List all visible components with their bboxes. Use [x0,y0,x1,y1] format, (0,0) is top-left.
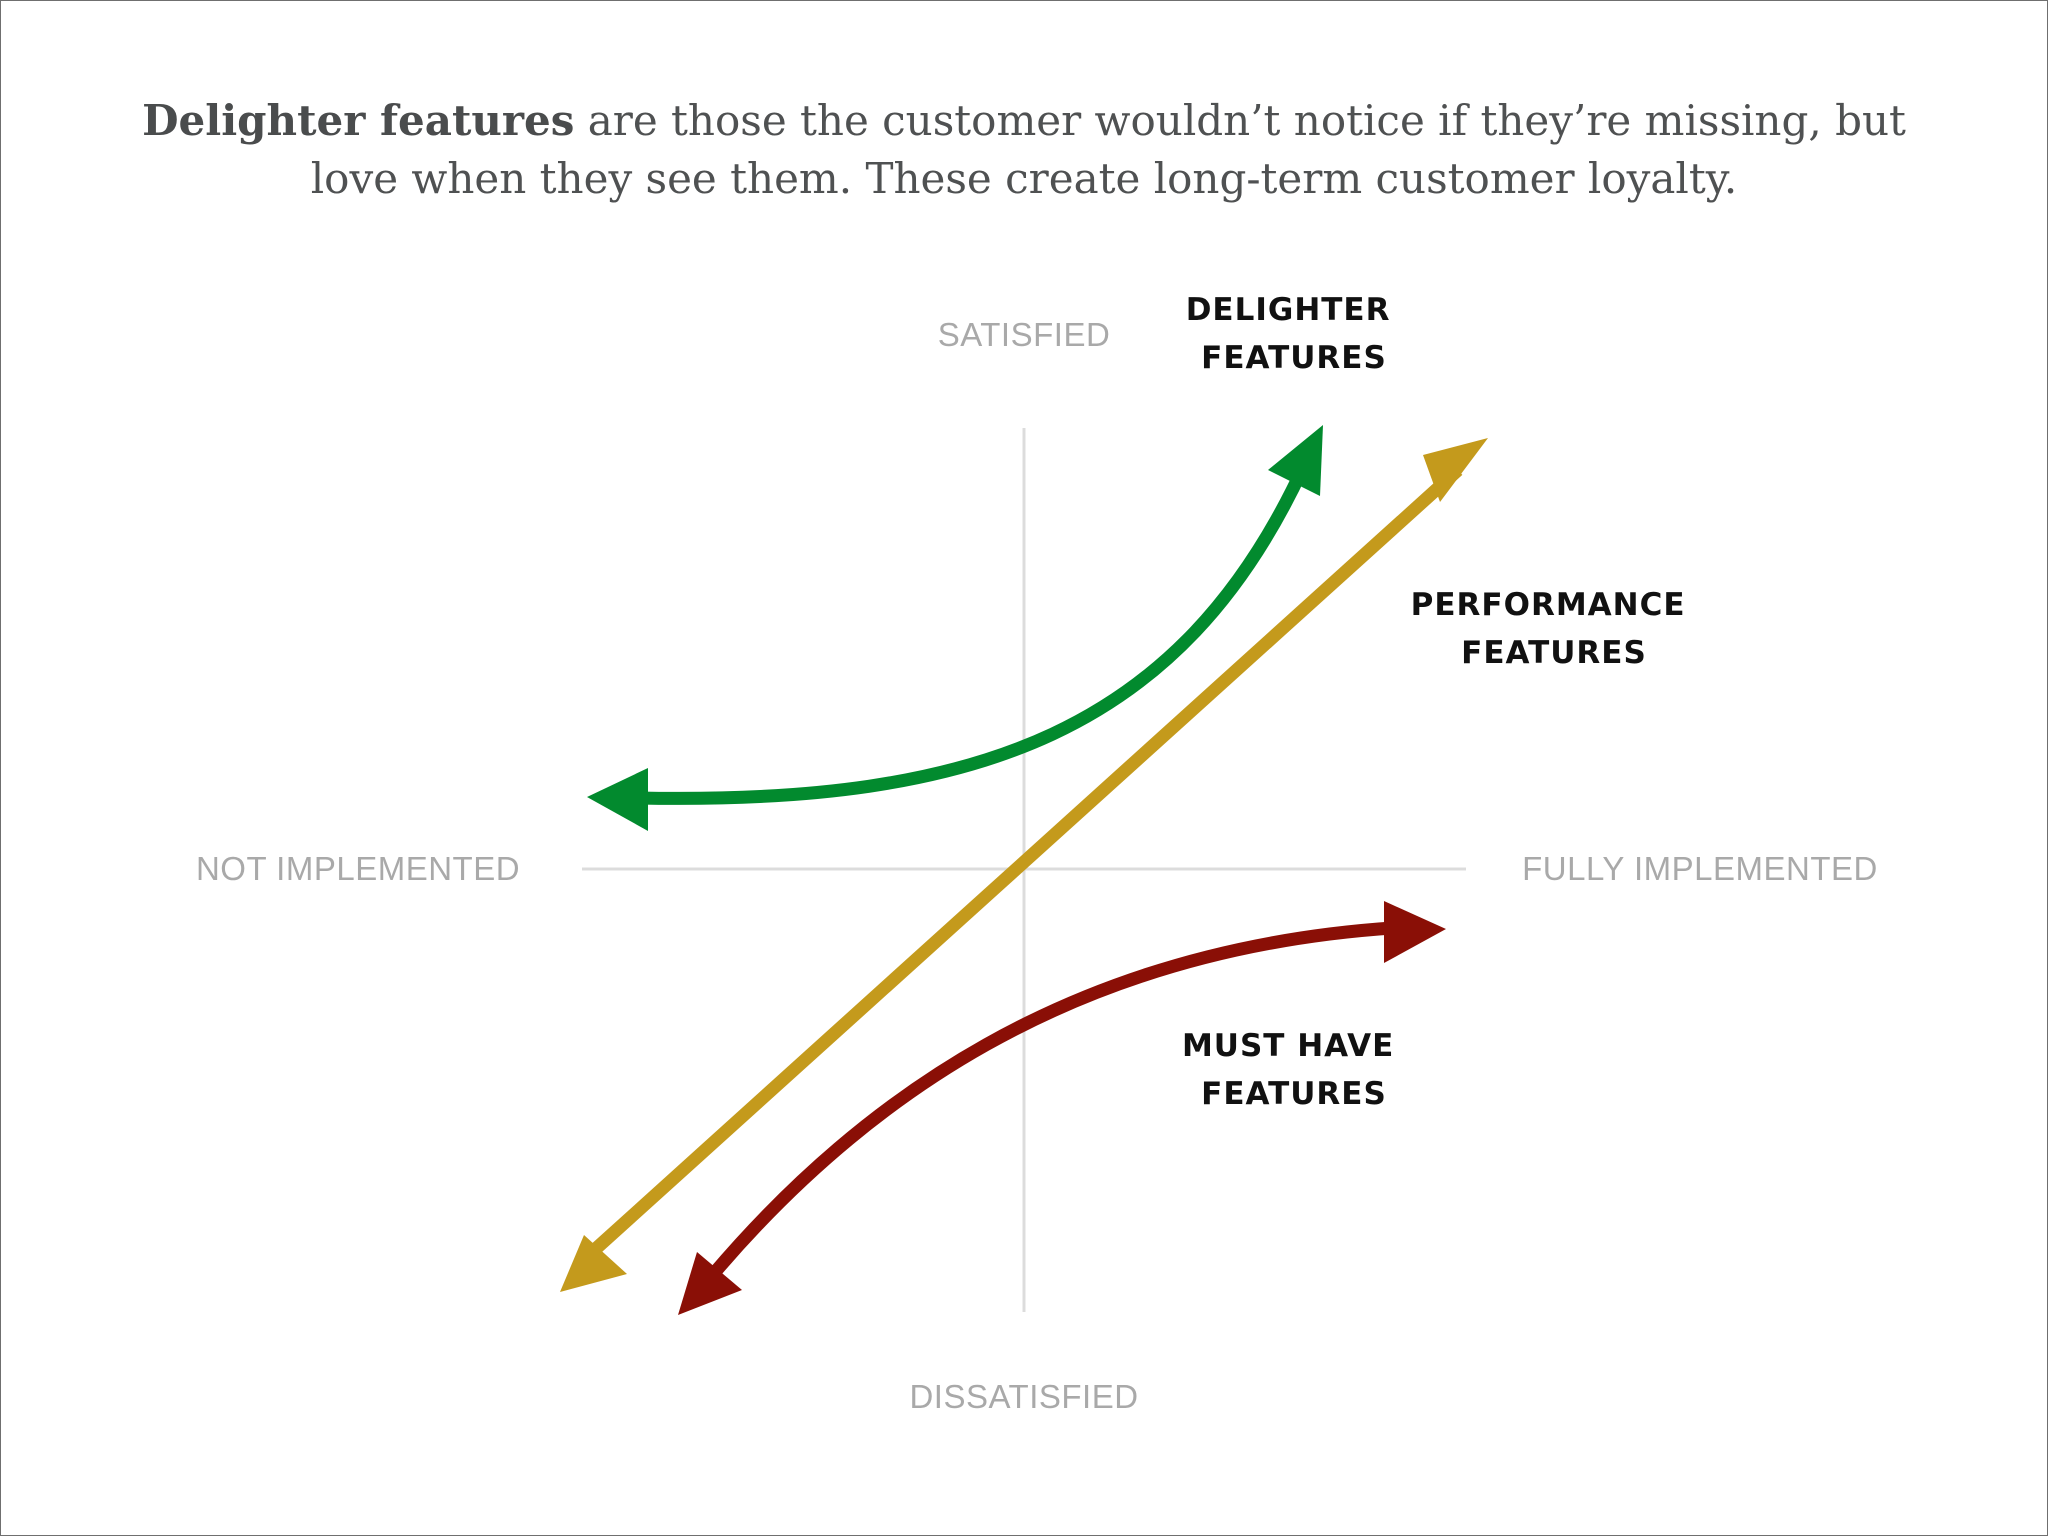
delighter-features-label: DELIGHTER FEATURES [1186,292,1403,376]
axis-label-not-implemented: NOT IMPLEMENTED [196,850,520,887]
caption-text: are those the customer wouldn’t notice i… [310,96,1906,203]
must-have-features-label: MUST HAVE FEATURES [1182,1028,1406,1112]
axis-label-satisfied: SATISFIED [938,316,1111,353]
performance-arrow [560,438,1488,1292]
axis-label-fully-implemented: FULLY IMPLEMENTED [1522,850,1878,887]
must-have-arrow [678,901,1446,1315]
caption: Delighter features are those the custome… [110,92,1938,208]
caption-bold: Delighter features [142,96,575,145]
performance-features-label: PERFORMANCE FEATURES [1411,587,1698,671]
delighter-arrow [587,425,1323,831]
axis-label-dissatisfied: DISSATISFIED [909,1378,1138,1415]
